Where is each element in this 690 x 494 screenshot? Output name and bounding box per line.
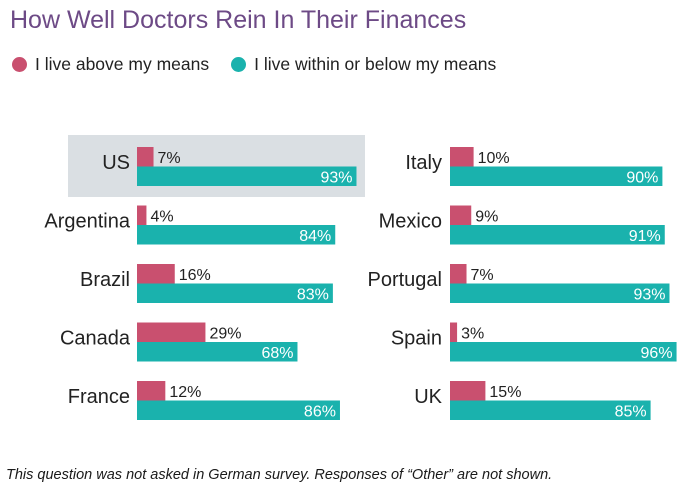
value-label-above-argentina: 4% [150, 209, 173, 226]
category-label-uk: UK [414, 386, 442, 408]
legend: I live above my means I live within or b… [12, 52, 496, 76]
bar-above-brazil [137, 264, 175, 284]
category-label-france: France [68, 386, 130, 408]
value-label-above-mexico: 9% [475, 209, 498, 226]
bar-within-italy [450, 166, 663, 186]
bar-above-mexico [450, 205, 472, 225]
bar-within-us [137, 166, 357, 186]
category-label-canada: Canada [60, 328, 131, 350]
value-label-within-spain: 96% [641, 345, 673, 362]
legend-item-above: I live above my means [12, 54, 209, 75]
category-label-argentina: Argentina [44, 211, 130, 233]
value-label-above-france: 12% [169, 384, 201, 401]
category-label-portugal: Portugal [368, 269, 443, 291]
bar-within-uk [450, 400, 651, 420]
value-label-within-canada: 68% [261, 345, 293, 362]
legend-item-within: I live within or below my means [231, 54, 496, 75]
legend-swatch-above [12, 56, 27, 72]
value-label-above-italy: 10% [478, 150, 510, 167]
value-label-within-france: 86% [304, 404, 336, 421]
value-label-above-us: 7% [158, 150, 181, 167]
value-label-above-canada: 29% [209, 326, 241, 343]
chart-title: How Well Doctors Rein In Their Finances [10, 6, 467, 34]
bar-above-canada [137, 322, 206, 342]
value-label-within-brazil: 83% [297, 287, 329, 304]
legend-label-above: I live above my means [35, 53, 210, 74]
legend-swatch-within [231, 56, 247, 72]
value-label-within-uk: 85% [615, 404, 647, 421]
bar-within-argentina [137, 225, 336, 245]
bar-above-italy [450, 147, 474, 167]
value-label-above-brazil: 16% [179, 267, 211, 284]
bar-within-portugal [450, 283, 670, 303]
category-label-mexico: Mexico [379, 211, 442, 233]
category-label-brazil: Brazil [80, 269, 130, 291]
value-label-above-uk: 15% [489, 384, 521, 401]
value-label-within-mexico: 91% [629, 228, 661, 245]
bar-above-portugal [450, 264, 467, 284]
category-label-italy: Italy [405, 152, 442, 174]
footnote: This question was not asked in German su… [6, 467, 553, 483]
highlight-box-us [68, 135, 365, 197]
bar-above-france [137, 381, 166, 401]
bar-within-mexico [450, 225, 665, 245]
value-label-above-portugal: 7% [471, 267, 494, 284]
value-label-within-us: 93% [320, 170, 352, 187]
category-label-us: US [102, 152, 130, 174]
bar-above-uk [450, 381, 486, 401]
legend-label-within: I live within or below my means [254, 53, 497, 74]
value-label-within-argentina: 84% [299, 228, 331, 245]
bar-within-brazil [137, 283, 333, 303]
bar-above-spain [450, 322, 458, 342]
bar-within-france [137, 400, 340, 420]
value-label-within-italy: 90% [626, 170, 658, 187]
value-label-above-spain: 3% [461, 326, 484, 343]
bar-within-spain [450, 342, 677, 362]
bar-above-argentina [137, 205, 147, 225]
category-label-spain: Spain [391, 328, 442, 350]
bar-within-canada [137, 342, 298, 362]
bar-above-us [137, 147, 154, 167]
value-label-within-portugal: 93% [633, 287, 665, 304]
